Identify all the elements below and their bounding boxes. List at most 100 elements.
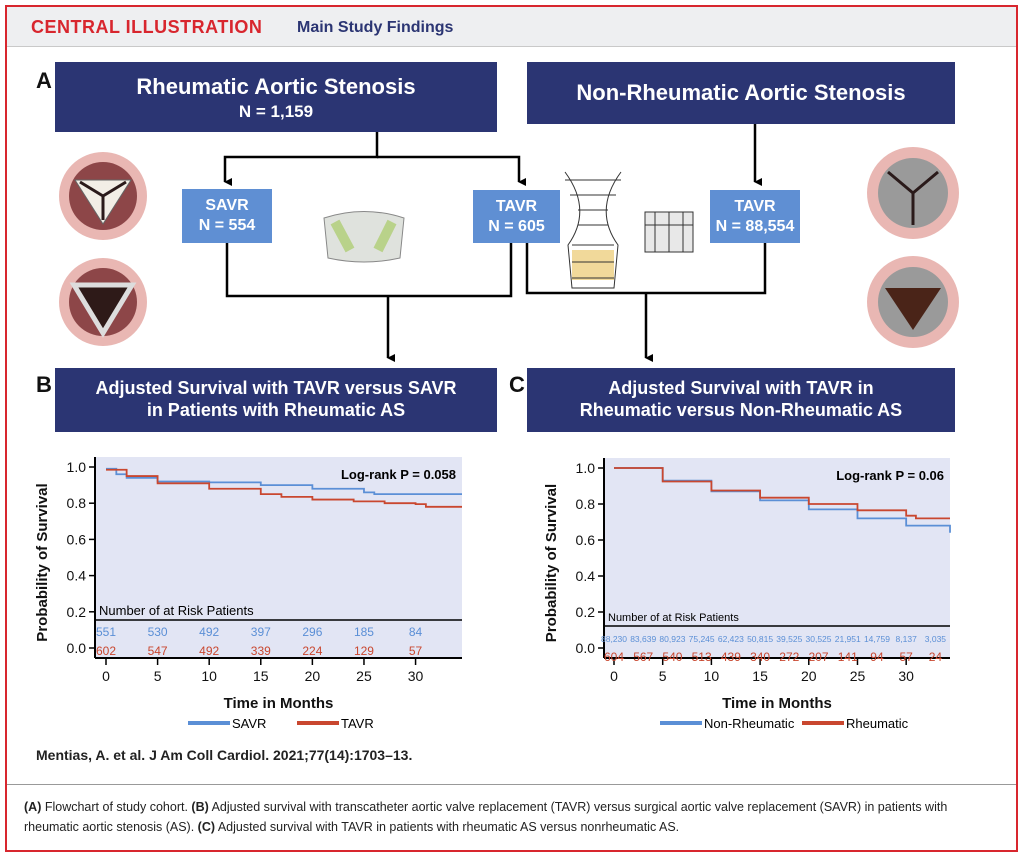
at-risk-count: 94 xyxy=(870,650,884,664)
risk-table-title: Number of at Risk Patients xyxy=(608,612,739,624)
rheumatic-as-n: N = 1,159 xyxy=(238,102,314,121)
rheumatic-valve-icon-2 xyxy=(59,258,147,346)
at-risk-count: 14,759 xyxy=(864,634,890,644)
flowchart-connectors xyxy=(59,124,959,362)
y-tick-label: 0.8 xyxy=(67,495,87,511)
at-risk-count: 513 xyxy=(692,650,712,664)
legend-label: Non-Rheumatic xyxy=(704,716,795,731)
at-risk-count: 39,525 xyxy=(776,634,802,644)
savr-label: SAVR xyxy=(205,197,249,214)
at-risk-count: 439 xyxy=(721,650,741,664)
figure-caption: (A) Flowchart of study cohort. (B) Adjus… xyxy=(24,797,994,837)
plot-background xyxy=(604,458,950,658)
y-tick-label: 0.6 xyxy=(576,532,596,548)
rheumatic-as-box: Rheumatic Aortic Stenosis N = 1,159 xyxy=(55,62,497,132)
tavr-rheumatic-box: TAVR N = 605 xyxy=(473,190,560,243)
panel-b-label: B xyxy=(36,372,52,397)
savr-box: SAVR N = 554 xyxy=(182,189,272,243)
x-tick-label: 20 xyxy=(801,668,817,684)
risk-table-title: Number of at Risk Patients xyxy=(99,603,254,618)
survival-curve-tavr xyxy=(106,468,462,508)
y-tick-label: 0.8 xyxy=(576,496,596,512)
legend-label: Rheumatic xyxy=(846,716,909,731)
at-risk-count: 57 xyxy=(899,650,913,664)
survival-chart-c: 0.0 0.2 0.4 0.6 0.8 1.0 0 5 10 15 20 25 30 Time in Mo… xyxy=(543,458,951,731)
x-axis-label: Time in Months xyxy=(722,695,832,712)
at-risk-count: 129 xyxy=(354,644,374,658)
tavr-rheumatic-n: N = 605 xyxy=(488,218,545,235)
header-title: Main Study Findings xyxy=(297,19,454,36)
panel-c-label: C xyxy=(509,372,525,397)
x-tick-label: 20 xyxy=(305,668,321,684)
panel-a-label: A xyxy=(36,68,52,93)
x-tick-label: 10 xyxy=(201,668,217,684)
at-risk-count: 8,137 xyxy=(896,634,918,644)
at-risk-count: 141 xyxy=(838,650,858,664)
at-risk-count: 207 xyxy=(809,650,829,664)
balloon-tavr-stent-icon xyxy=(644,211,694,253)
x-tick-label: 10 xyxy=(704,668,720,684)
surgical-valve-icon xyxy=(323,211,405,263)
tavr-nonrheumatic-box: TAVR N = 88,554 xyxy=(710,190,800,243)
at-risk-count: 80,923 xyxy=(659,634,685,644)
at-risk-count: 339 xyxy=(251,644,271,658)
legend-label: SAVR xyxy=(232,716,266,731)
at-risk-count: 540 xyxy=(662,650,682,664)
figure-frame xyxy=(5,5,1018,852)
at-risk-count: 3,035 xyxy=(925,634,947,644)
x-tick-label: 25 xyxy=(356,668,372,684)
caption-divider xyxy=(7,784,1016,785)
at-risk-count: 272 xyxy=(779,650,799,664)
header-label: CENTRAL ILLUSTRATION xyxy=(31,17,263,37)
at-risk-count: 492 xyxy=(199,644,219,658)
survival-chart-b: 0.0 0.2 0.4 0.6 0.8 1.0 0 5 10 15 20 25 30 Time in Mo… xyxy=(34,457,462,731)
self-expanding-tavr-stent-icon xyxy=(564,171,622,289)
tavr-rheumatic-label: TAVR xyxy=(495,198,538,215)
y-tick-label: 1.0 xyxy=(576,460,596,476)
x-axis-label: Time in Months xyxy=(224,695,334,712)
at-risk-count: 296 xyxy=(302,625,322,639)
at-risk-count: 547 xyxy=(148,644,168,658)
at-risk-count: 62,423 xyxy=(718,634,744,644)
at-risk-count: 604 xyxy=(604,650,624,664)
y-tick-label: 0.0 xyxy=(576,640,596,656)
y-axis-label: Probability of Survival xyxy=(34,483,51,641)
x-tick-label: 25 xyxy=(850,668,866,684)
panel-b-title: Adjusted Survival with TAVR versus SAVR … xyxy=(55,368,497,432)
panel-c-title: Adjusted Survival with TAVR in Rheumatic… xyxy=(527,368,955,432)
tavr-nonrheumatic-label: TAVR xyxy=(734,198,776,215)
at-risk-count: 21,951 xyxy=(835,634,861,644)
log-rank-annotation: Log-rank P = 0.058 xyxy=(341,467,456,482)
at-risk-count: 185 xyxy=(354,625,374,639)
citation: Mentias, A. et al. J Am Coll Cardiol. 20… xyxy=(36,747,413,763)
at-risk-count: 84 xyxy=(409,625,423,639)
at-risk-count: 340 xyxy=(750,650,770,664)
at-risk-count: 224 xyxy=(302,644,322,658)
x-tick-label: 15 xyxy=(752,668,768,684)
at-risk-count: 567 xyxy=(633,650,653,664)
log-rank-annotation: Log-rank P = 0.06 xyxy=(836,468,944,483)
x-tick-label: 5 xyxy=(154,668,162,684)
nonrheumatic-valve-icon-2 xyxy=(867,256,959,348)
y-axis-label: Probability of Survival xyxy=(543,484,560,642)
x-tick-label: 0 xyxy=(610,668,618,684)
at-risk-count: 75,245 xyxy=(689,634,715,644)
at-risk-count: 602 xyxy=(96,644,116,658)
at-risk-count: 88,230 xyxy=(601,634,627,644)
savr-n: N = 554 xyxy=(198,217,256,234)
legend-label: TAVR xyxy=(341,716,374,731)
rheumatic-valve-icon-1 xyxy=(59,152,147,240)
x-tick-label: 30 xyxy=(898,668,914,684)
y-tick-label: 0.4 xyxy=(576,568,596,584)
caption-tag: (B) xyxy=(191,800,209,814)
at-risk-count: 492 xyxy=(199,625,219,639)
nonrheumatic-valve-icon-1 xyxy=(867,147,959,239)
x-tick-label: 30 xyxy=(408,668,424,684)
x-tick-label: 15 xyxy=(253,668,269,684)
x-tick-label: 0 xyxy=(102,668,110,684)
y-tick-label: 0.6 xyxy=(67,531,87,547)
at-risk-count: 397 xyxy=(251,625,271,639)
at-risk-count: 57 xyxy=(409,644,423,658)
header-bar: CENTRAL ILLUSTRATION Main Study Findings xyxy=(7,7,1016,47)
y-tick-label: 1.0 xyxy=(67,459,87,475)
